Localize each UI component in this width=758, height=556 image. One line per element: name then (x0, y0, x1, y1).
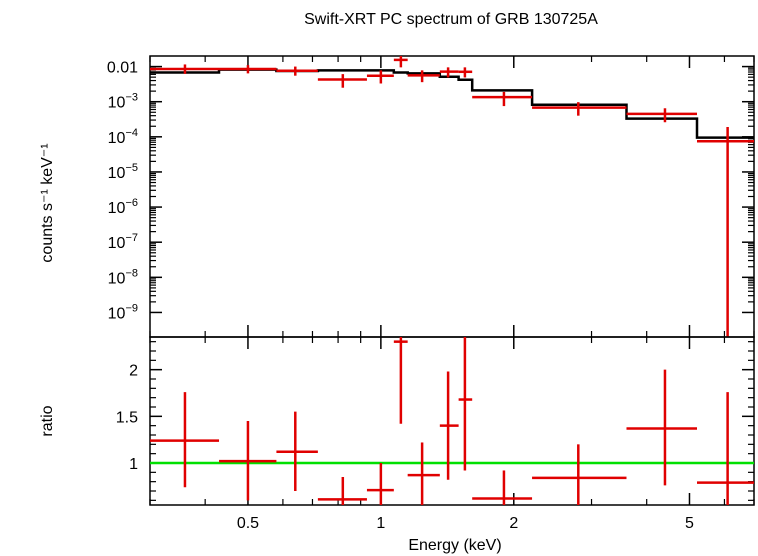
y-tick-label: 10−8 (108, 267, 138, 287)
ratio-panel: 0.5 1 2 5 1 1.5 2 (116, 336, 755, 532)
ratio-data-point (697, 392, 754, 505)
ratio-frame (149, 336, 755, 506)
y-tick-label: 10−3 (108, 92, 138, 112)
ratio-data-point (276, 411, 318, 491)
spectrum-data-point (393, 56, 408, 68)
y-axis-label-spectrum: counts s⁻¹ keV⁻¹ (39, 143, 56, 262)
ratio-data-point (439, 371, 459, 480)
ratio-data-point (458, 337, 473, 471)
y-tick-label: 10−4 (108, 127, 138, 147)
spectrum-data-point (276, 66, 318, 76)
chart-title: Swift-XRT PC spectrum of GRB 130725A (304, 11, 598, 28)
ratio-data-point (317, 477, 367, 505)
spectrum-data-point (626, 108, 698, 123)
ratio-data-point (366, 463, 394, 505)
y-tick-label: 10−9 (108, 302, 138, 322)
spectrum-data-point (366, 70, 394, 84)
ratio-data-point (472, 470, 533, 505)
ratio-y-tick-label: 1.5 (116, 409, 138, 426)
ratio-data-point (219, 421, 277, 501)
ratio-data-point (150, 392, 220, 488)
ratio-y-tick-label: 2 (129, 363, 138, 380)
spectrum-frame (149, 55, 755, 338)
ratio-y-tick-label: 1 (129, 456, 138, 473)
spectrum-data-point (532, 102, 627, 116)
ratio-data-point (626, 369, 698, 486)
spectrum-data-point (407, 70, 440, 83)
spectrum-panel: 0.01 10−3 10−4 10−5 10−6 10−7 10−8 10−9 (107, 55, 755, 338)
y-tick-label: 10−7 (108, 232, 138, 252)
x-tick-label: 2 (509, 515, 518, 532)
ratio-data-point (393, 337, 408, 424)
spectrum-data-point (219, 65, 277, 74)
y-tick-label: 10−6 (108, 197, 138, 217)
spectrum-data-point (697, 127, 754, 337)
spectrum-data-point (472, 91, 533, 107)
spectrum-data-point (439, 67, 459, 78)
spectrum-data-point (317, 74, 367, 88)
x-tick-label: 5 (685, 515, 694, 532)
y-tick-label: 10−5 (108, 162, 138, 182)
model-step-curve (150, 68, 754, 139)
y-axis-label-ratio: ratio (39, 405, 56, 436)
ratio-data-point (407, 442, 440, 505)
spectrum-data-point (150, 64, 220, 74)
x-tick-label: 1 (376, 515, 385, 532)
spectrum-data-point (458, 67, 473, 78)
x-tick-label: 0.5 (237, 515, 259, 532)
x-axis-label: Energy (keV) (408, 537, 501, 554)
y-tick-label: 0.01 (107, 60, 138, 77)
ratio-data-point (532, 444, 627, 505)
